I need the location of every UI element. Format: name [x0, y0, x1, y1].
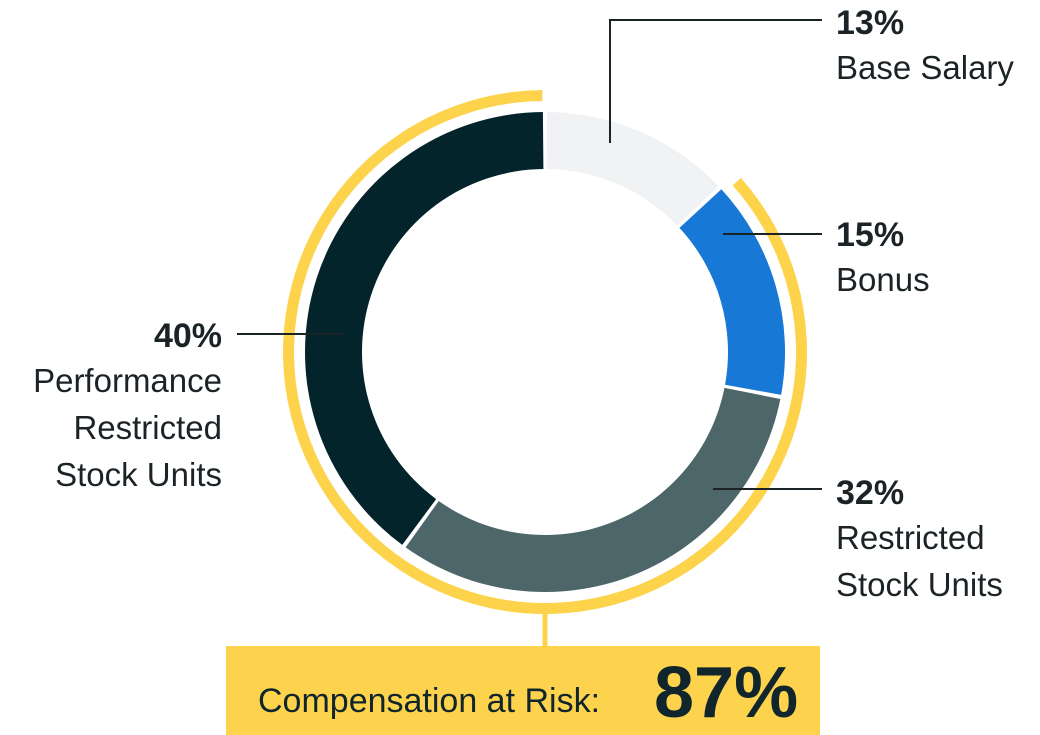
compensation-at-risk-label: Compensation at Risk: — [258, 682, 601, 720]
label-restricted-stock-units: 32% Restricted Stock Units — [836, 476, 1036, 608]
slice-percent: 15% — [836, 216, 905, 254]
slice-restricted-stock-units — [405, 387, 781, 592]
slice-base-salary — [546, 112, 719, 226]
slice-percent: 40% — [153, 317, 222, 355]
label-bonus: 15% Bonus — [836, 218, 930, 303]
slice-name: Base Salary — [836, 49, 1014, 86]
leader-base-salary — [609, 19, 822, 143]
slice-name: Restricted Stock Units — [836, 519, 1003, 603]
slice-name: Performance Restricted Stock Units — [33, 362, 222, 493]
slice-percent: 32% — [836, 474, 905, 512]
at-risk-connector — [542, 610, 548, 646]
slice-percent: 13% — [836, 4, 905, 42]
slice-name: Bonus — [836, 261, 930, 298]
compensation-at-risk-box: Compensation at Risk: 87% — [226, 646, 820, 735]
compensation-at-risk-value: 87% — [654, 653, 799, 733]
slice-performance-rsu — [304, 112, 544, 545]
label-base-salary: 13% Base Salary — [836, 6, 1014, 91]
slice-bonus — [679, 189, 785, 395]
donut-rings — [282, 90, 807, 646]
label-performance-rsu: 40% Performance Restricted Stock Units — [0, 319, 222, 498]
leader-lines — [237, 19, 822, 490]
